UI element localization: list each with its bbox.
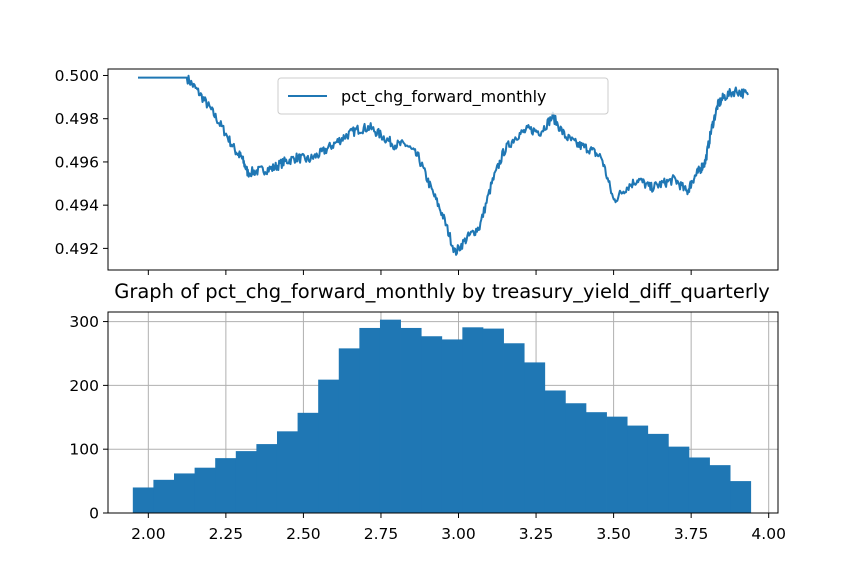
histogram-bar <box>441 339 463 513</box>
y-tick-label: 0.492 <box>55 240 99 258</box>
histogram-bar <box>462 327 484 513</box>
histogram-bar <box>421 336 443 513</box>
histogram-ticks: 2.00 2.25 2.50 2.75 3.00 3.25 3.50 3.75 4.00 0 100… <box>69 313 786 543</box>
histogram-frame <box>107 311 779 514</box>
histogram-bar <box>235 451 257 513</box>
x-tick-label: 3.50 <box>596 525 631 543</box>
x-tick-label: 2.25 <box>209 525 244 543</box>
line-chart-frame <box>107 68 779 271</box>
histogram-bar <box>627 425 649 513</box>
histogram-bar <box>730 481 752 513</box>
histogram-bar <box>256 444 278 513</box>
line-chart-ticks: 0.500 0.498 0.496 0.494 0.492 <box>55 67 692 275</box>
histogram-bar <box>482 328 504 513</box>
y-tick-label: 0.498 <box>55 110 99 128</box>
histogram-bar <box>400 327 422 513</box>
y-tick-label: 300 <box>69 313 99 331</box>
histogram-bar <box>338 348 360 513</box>
histogram-panel: Graph of pct_chg_forward_monthly by trea… <box>69 280 786 543</box>
line-series-group <box>138 74 749 256</box>
x-tick-label: 3.00 <box>441 525 476 543</box>
histogram-bar <box>709 465 731 513</box>
y-tick-label: 200 <box>69 377 99 395</box>
histogram-bar <box>647 433 669 513</box>
histogram-bar <box>174 473 196 513</box>
histogram-title: Graph of pct_chg_forward_monthly by trea… <box>114 280 770 303</box>
histogram-bar <box>503 343 525 513</box>
line-series-pct_chg_forward_monthly <box>138 74 749 256</box>
x-tick-label: 2.75 <box>364 525 399 543</box>
histogram-bars <box>132 319 752 513</box>
histogram-bar <box>606 416 628 513</box>
histogram-bar <box>297 412 319 513</box>
histogram-bar <box>194 467 216 513</box>
histogram-bar <box>318 379 340 513</box>
x-tick-label: 2.00 <box>131 525 166 543</box>
histogram-bar <box>585 412 607 513</box>
histogram-bar <box>132 487 154 513</box>
y-tick-label: 0 <box>89 505 99 523</box>
x-tick-label: 2.50 <box>286 525 321 543</box>
y-tick-label: 0.494 <box>55 197 99 215</box>
line-chart-panel: 0.500 0.498 0.496 0.494 0.492 pct_chg_forwar… <box>55 67 779 275</box>
x-tick-label: 3.25 <box>519 525 554 543</box>
histogram-bar <box>276 431 298 513</box>
legend: pct_chg_forward_monthly <box>277 77 609 115</box>
y-tick-label: 0.496 <box>55 153 99 171</box>
x-tick-label: 4.00 <box>751 525 786 543</box>
histogram-bar <box>544 390 566 513</box>
histogram-bar <box>379 319 401 513</box>
histogram-bar <box>668 446 690 513</box>
legend-label: pct_chg_forward_monthly <box>341 87 547 107</box>
histogram-bar <box>215 458 237 513</box>
legend-box <box>277 77 609 115</box>
histogram-bar <box>688 457 710 513</box>
y-tick-label: 100 <box>69 441 99 459</box>
histogram-bar <box>153 479 175 513</box>
histogram-bar <box>359 327 381 513</box>
y-tick-label: 0.500 <box>55 67 99 85</box>
histogram-bar <box>565 403 587 513</box>
x-tick-label: 3.75 <box>674 525 709 543</box>
histogram-bar <box>524 362 546 513</box>
